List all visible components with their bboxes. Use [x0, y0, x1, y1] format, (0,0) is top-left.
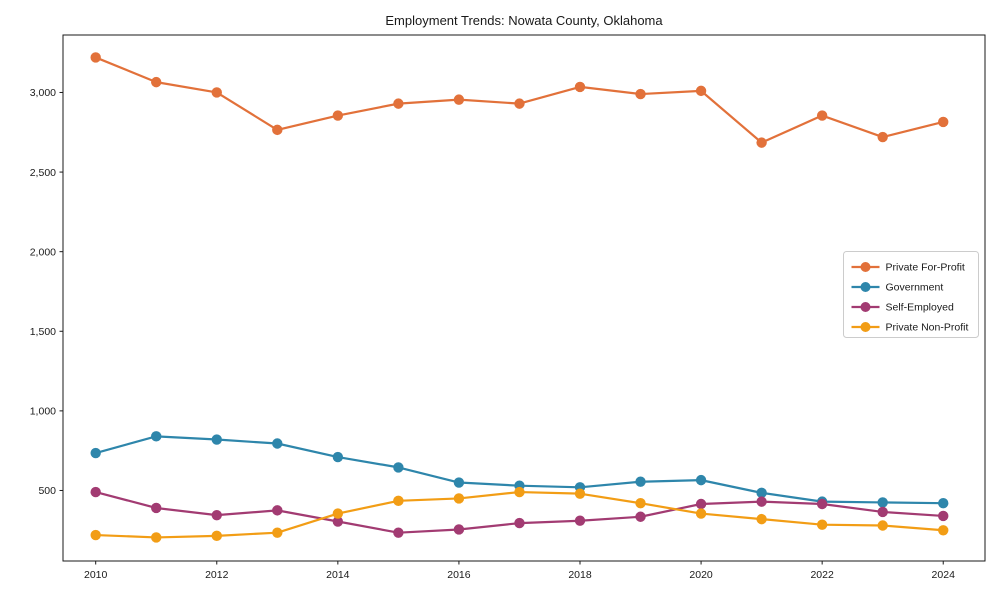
data-point-self-employed-2013	[272, 505, 283, 516]
data-point-private-for-profit-2011	[151, 76, 162, 88]
x-tick-label: 2010	[84, 569, 108, 581]
data-point-private-non-profit-2010	[90, 529, 101, 541]
data-point-government-2012	[211, 434, 222, 445]
data-point-private-non-profit-2014	[332, 508, 344, 519]
x-tick-label: 2018	[568, 569, 592, 581]
data-point-private-non-profit-2021	[756, 513, 767, 525]
data-point-self-employed-2015	[393, 527, 404, 538]
y-tick-label: 1,500	[30, 326, 56, 338]
data-point-private-non-profit-2018	[574, 488, 586, 499]
data-point-private-for-profit-2010	[90, 52, 101, 63]
data-point-private-non-profit-2013	[272, 527, 283, 538]
data-point-self-employed-2019	[635, 511, 646, 522]
data-point-government-2015	[393, 462, 404, 473]
x-tick-label: 2022	[810, 569, 834, 581]
legend-marker-private-for-profit	[860, 262, 871, 272]
data-point-private-for-profit-2024	[938, 116, 949, 128]
data-point-self-employed-2023	[877, 506, 888, 518]
data-point-private-non-profit-2019	[635, 498, 646, 509]
y-tick-label: 2,500	[30, 167, 56, 179]
legend-marker-self-employed	[860, 302, 871, 312]
y-tick-label: 2,000	[30, 246, 56, 258]
data-point-self-employed-2020	[695, 498, 707, 510]
legend-box	[843, 251, 979, 338]
data-point-private-for-profit-2014	[332, 110, 344, 121]
data-point-self-employed-2014	[332, 516, 344, 527]
data-point-self-employed-2024	[938, 510, 949, 522]
x-tick-label: 2012	[205, 569, 229, 581]
data-point-private-non-profit-2024	[938, 525, 949, 536]
data-point-private-non-profit-2022	[816, 519, 828, 530]
x-tick-label: 2016	[447, 569, 471, 581]
data-point-private-for-profit-2020	[695, 85, 707, 97]
data-point-self-employed-2012	[211, 509, 222, 521]
legend-label-government: Government	[886, 282, 944, 294]
data-point-government-2013	[272, 438, 283, 449]
chart-title: Employment Trends: Nowata County, Oklaho…	[385, 13, 663, 28]
data-point-private-non-profit-2020	[695, 508, 707, 519]
data-point-private-for-profit-2019	[635, 88, 646, 100]
data-point-private-for-profit-2013	[272, 124, 283, 136]
data-point-government-2016	[453, 477, 465, 488]
data-point-self-employed-2022	[816, 498, 828, 510]
plot-border	[62, 34, 986, 562]
y-tick-label: 1,000	[30, 406, 56, 418]
data-point-private-non-profit-2016	[453, 493, 465, 504]
data-point-private-for-profit-2015	[393, 98, 404, 109]
data-point-government-2010	[90, 447, 101, 459]
data-point-private-non-profit-2011	[151, 532, 162, 543]
data-point-government-2024	[938, 498, 949, 509]
data-point-private-for-profit-2018	[574, 81, 586, 93]
data-point-private-for-profit-2021	[756, 137, 767, 148]
x-tick-label: 2014	[326, 569, 350, 581]
x-tick-label: 2024	[932, 569, 956, 581]
legend-label-self-employed: Self-Employed	[886, 302, 954, 314]
data-point-self-employed-2018	[574, 515, 586, 526]
legend-label-private-non-profit: Private Non-Profit	[886, 322, 969, 334]
data-point-government-2021	[756, 487, 767, 499]
data-point-government-2014	[332, 451, 344, 463]
legend-label-private-for-profit: Private For-Profit	[886, 262, 965, 274]
data-point-private-non-profit-2017	[514, 486, 525, 498]
data-point-private-non-profit-2015	[393, 495, 404, 507]
y-tick-label: 500	[38, 485, 56, 497]
x-tick-label: 2020	[689, 569, 713, 581]
data-point-private-for-profit-2017	[514, 98, 525, 109]
data-point-self-employed-2016	[453, 524, 465, 535]
data-point-self-employed-2017	[514, 517, 525, 529]
legend-marker-government	[860, 282, 871, 292]
data-point-private-for-profit-2023	[877, 131, 888, 143]
data-point-private-non-profit-2023	[877, 520, 888, 531]
data-point-private-for-profit-2012	[211, 87, 222, 98]
data-point-self-employed-2011	[151, 502, 162, 514]
data-point-self-employed-2010	[90, 486, 101, 498]
data-point-government-2020	[695, 474, 707, 486]
data-point-government-2011	[151, 431, 162, 442]
legend-marker-private-non-profit	[860, 322, 871, 332]
data-point-private-for-profit-2016	[453, 94, 465, 105]
data-point-self-employed-2021	[756, 496, 767, 507]
data-point-private-for-profit-2022	[816, 110, 828, 121]
data-point-private-non-profit-2012	[211, 530, 222, 542]
data-point-government-2023	[877, 497, 888, 508]
y-tick-label: 3,000	[30, 87, 56, 99]
data-point-government-2019	[635, 476, 646, 487]
